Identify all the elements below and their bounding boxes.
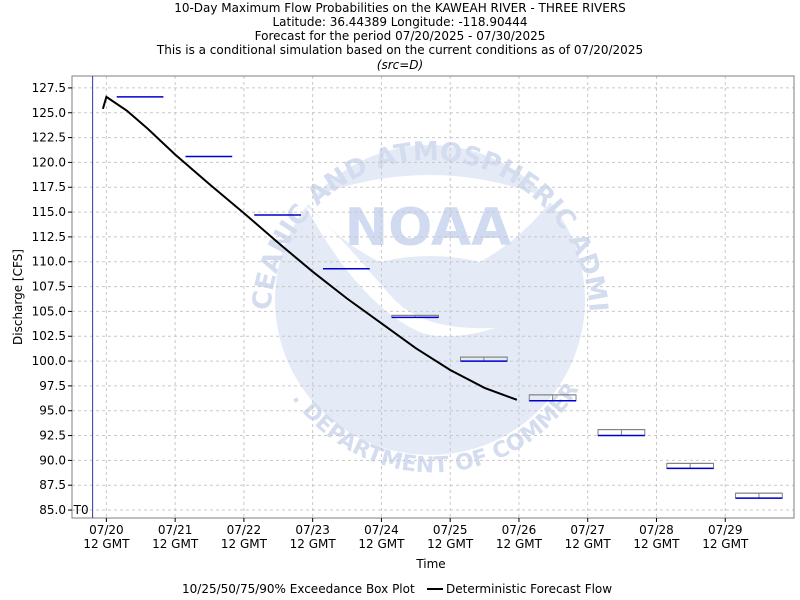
x-tick-time: 12 GMT [702,537,749,551]
y-tick-label: 87.5 [39,478,66,492]
legend: 10/25/50/75/90% Exceedance Box Plot Dete… [182,582,612,596]
y-tick-label: 105.0 [32,304,66,318]
x-tick-time: 12 GMT [496,537,543,551]
chart-subtitle: (src=D) [377,58,423,72]
x-tick-date: 07/22 [227,523,262,537]
x-tick-time: 12 GMT [221,537,268,551]
noaa-watermark-bird [305,205,495,337]
title-line-4: This is a conditional simulation based o… [156,43,643,57]
y-tick-label: 95.0 [39,404,66,418]
x-tick-date: 07/20 [89,523,124,537]
y-tick-label: 112.5 [32,230,66,244]
title-line-1: 10-Day Maximum Flow Probabilities on the… [174,1,626,15]
y-tick-label: 100.0 [32,354,66,368]
y-tick-label: 97.5 [39,379,66,393]
exceedance-box [460,356,508,362]
y-tick-label: 90.0 [39,453,66,467]
x-tick-date: 07/29 [708,523,743,537]
x-axis-label: Time [415,557,445,571]
plot-area [71,75,795,519]
y-axis: 85.0 87.5 90.0 92.5 95.0 97.5 100.0 102.5 105.0 1… [32,81,72,517]
noaa-watermark: NOAA NATIONAL OCEANIC AND ATMOSPHERIC AD… [72,76,613,479]
y-axis-label: Discharge [CFS] [11,249,25,345]
title-line-3: Forecast for the period 07/20/2025 - 07/… [255,29,546,43]
y-tick-label: 107.5 [32,280,66,294]
x-tick-date: 07/21 [158,523,193,537]
x-tick-date: 07/23 [295,523,330,537]
deterministic-forecast-line [101,95,518,401]
x-tick-time: 12 GMT [152,537,199,551]
y-tick-label: 117.5 [32,180,66,194]
legend-deterministic-label: Deterministic Forecast Flow [446,582,612,596]
y-tick-label: 122.5 [32,131,66,145]
x-tick-time: 12 GMT [358,537,405,551]
x-tick-date: 07/25 [433,523,468,537]
x-tick-date: 07/28 [639,523,674,537]
y-tick-label: 92.5 [39,429,66,443]
y-tick-label: 125.0 [32,106,66,120]
title-line-2: Latitude: 36.44389 Longitude: -118.90444 [272,15,527,29]
x-tick-time: 12 GMT [565,537,612,551]
x-tick-time: 12 GMT [427,537,474,551]
exceedance-box [391,314,440,319]
y-tick-label: 85.0 [39,503,66,517]
x-tick-date: 07/27 [570,523,605,537]
noaa-watermark-wave [305,175,552,262]
y-tick-label: 115.0 [32,205,66,219]
noaa-logo-text: NOAA [345,198,512,258]
plot-grid [72,76,794,518]
x-tick-time: 12 GMT [83,537,130,551]
t0-label: T0 [73,503,89,517]
chart-title: 10-Day Maximum Flow Probabilities on the… [156,1,643,72]
legend-box-label: 10/25/50/75/90% Exceedance Box Plot [182,582,415,596]
y-tick-label: 120.0 [32,155,66,169]
exceedance-box [735,492,783,499]
x-tick-time: 12 GMT [633,537,680,551]
x-tick-date: 07/26 [502,523,537,537]
x-tick-time: 12 GMT [290,537,337,551]
exceedance-box [666,462,715,470]
y-tick-label: 102.5 [32,329,66,343]
exceedance-box [597,429,646,437]
y-tick-label: 127.5 [32,81,66,95]
exceedance-boxes [116,96,783,499]
x-tick-date: 07/24 [364,523,399,537]
y-tick-label: 110.0 [32,255,66,269]
exceedance-box [528,394,577,402]
